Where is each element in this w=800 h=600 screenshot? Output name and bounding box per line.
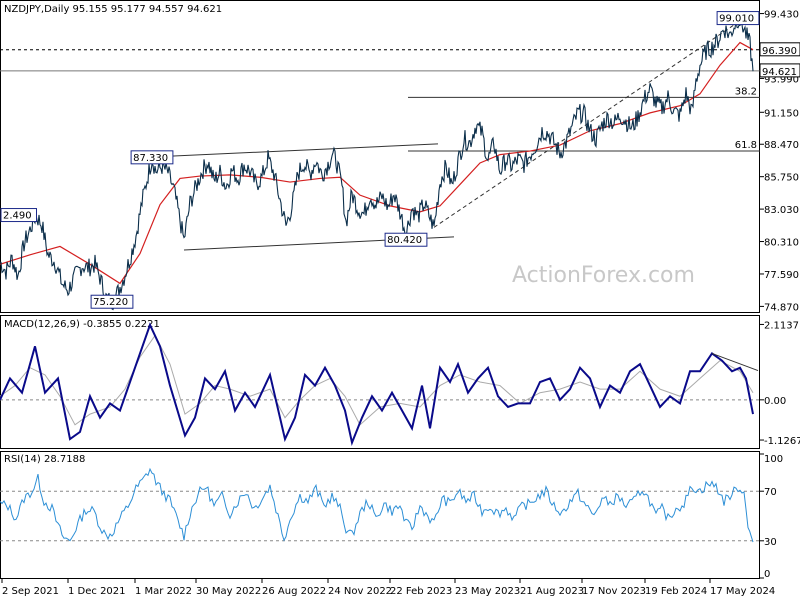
x-tick-label: 2 Sep 2021 <box>2 586 59 597</box>
price-lines: 38.2 61.8 <box>0 13 760 311</box>
price-trend-line <box>151 143 439 158</box>
price-y-tick-label: 93.990 <box>764 74 799 85</box>
price-annotations: 99.010 87.330 80.420 75.220 2.490 96.390 94.62… <box>0 11 800 309</box>
rsi-y-tick-label: 70 <box>764 487 777 498</box>
price-y-tick-label: 91.150 <box>764 108 799 119</box>
x-tick-label: 22 Feb 2023 <box>390 586 452 597</box>
price-annotation-box <box>716 11 760 26</box>
x-tick-label: 1 Mar 2022 <box>135 586 192 597</box>
macd-y-tick-label: 2.1137 <box>764 320 799 331</box>
price-y-tick-label: 88.470 <box>764 140 799 151</box>
rsi-panel: RSI(14) 28.7188 100 70 30 0 <box>0 451 783 580</box>
price-annotation-box <box>384 232 428 247</box>
price-y-tick-label: 80.310 <box>764 238 799 249</box>
price-level-label: 96.390 <box>762 46 797 57</box>
rsi-y-tick-label: 0 <box>764 569 770 580</box>
price-line <box>0 13 754 311</box>
price-level-box <box>759 42 800 57</box>
price-annotation-label: 75.220 <box>93 297 128 308</box>
macd-y-tick-label: -1.1267 <box>764 436 800 447</box>
price-panel: NZDJPY,Daily 95.155 95.177 94.557 94.621… <box>0 0 800 313</box>
x-tick-label: 24 Nov 2022 <box>328 586 392 597</box>
price-annotation-label: 87.330 <box>133 153 168 164</box>
moving-average-line <box>0 41 754 285</box>
price-annotation-label: 80.420 <box>387 235 422 246</box>
rsi-line <box>0 467 754 543</box>
price-annotation-label: 2.490 <box>3 211 32 222</box>
x-tick-label: 30 May 2022 <box>196 586 261 597</box>
rsi-panel-header: RSI(14) 28.7188 <box>4 454 85 465</box>
macd-panel: MACD(12,26,9) -0.3855 0.2221 2.1137 0.00 -… <box>0 315 800 449</box>
price-annotation-box <box>90 294 134 309</box>
x-tick-label: 26 Aug 2022 <box>262 586 326 597</box>
price-level-box <box>759 63 800 78</box>
x-tick-label: 23 May 2023 <box>455 586 520 597</box>
fib-level-label: 38.2 <box>735 86 757 97</box>
price-y-tick-label: 99.430 <box>764 10 799 21</box>
price-y-tick-label: 77.590 <box>764 270 799 281</box>
price-annotation-box <box>0 208 37 223</box>
x-tick-label: 17 Nov 2023 <box>582 586 646 597</box>
price-y-tick-label: 85.750 <box>764 173 799 184</box>
price-annotation-label: 99.010 <box>719 14 754 25</box>
x-axis: 2 Sep 2021 1 Dec 2021 1 Mar 2022 30 May 202… <box>1 579 775 597</box>
macd-trend-line <box>711 352 759 372</box>
price-panel-header: NZDJPY,Daily 95.155 95.177 94.557 94.621 <box>4 4 222 15</box>
x-tick-label: 19 Feb 2024 <box>645 586 707 597</box>
price-y-tick-label: 74.870 <box>764 302 799 313</box>
rsi-y-tick-label: 30 <box>764 537 777 548</box>
rsi-y-tick-label: 100 <box>764 454 783 465</box>
price-annotation-box <box>130 150 174 165</box>
x-tick-label: 1 Dec 2021 <box>68 586 126 597</box>
macd-y-tick-label: 0.00 <box>764 396 786 407</box>
macd-panel-header: MACD(12,26,9) -0.3855 0.2221 <box>4 319 160 330</box>
rsi-lines <box>0 467 760 543</box>
price-y-tick-label: 83.030 <box>764 205 799 216</box>
price-level-label: 94.621 <box>762 67 797 78</box>
macd-y-axis: 2.1137 0.00 -1.1267 <box>760 320 800 447</box>
rsi-y-axis: 100 70 30 0 <box>760 453 783 580</box>
x-tick-label: 21 Aug 2023 <box>520 586 584 597</box>
fib-level-label: 61.8 <box>735 140 757 151</box>
macd-lines <box>0 322 760 447</box>
x-tick-label: 17 May 2024 <box>710 586 775 597</box>
macd-line <box>0 322 754 447</box>
watermark: ActionForex.com <box>512 263 695 288</box>
